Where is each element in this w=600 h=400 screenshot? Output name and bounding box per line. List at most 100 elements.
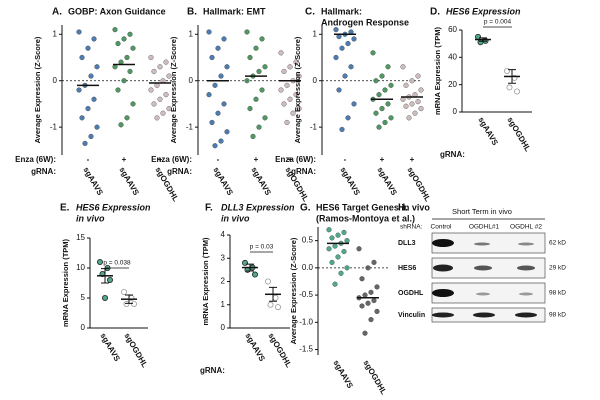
data-point [382, 87, 388, 93]
data-point [376, 92, 382, 98]
panel-letter: B. [187, 7, 197, 18]
data-point [339, 126, 345, 133]
data-point [335, 232, 341, 238]
y-tick-label: 1 [221, 300, 226, 309]
data-point [262, 64, 268, 70]
row-label: Enza (6W): [151, 155, 192, 164]
data-point [102, 294, 109, 301]
data-point [284, 119, 290, 126]
error-bar [479, 37, 487, 42]
data-point [206, 29, 212, 35]
data-point [415, 73, 421, 79]
data-point [371, 259, 377, 265]
data-point [224, 64, 230, 70]
data-point [218, 73, 224, 79]
enza-mark: + [122, 155, 127, 164]
data-point [403, 82, 409, 88]
y-axis-label: mRNA Expression (TPM) [433, 26, 442, 115]
panel-letter: A. [52, 7, 62, 18]
y-tick-label: 40 [448, 52, 457, 61]
data-point [112, 27, 118, 33]
band [432, 289, 454, 297]
row-label: gRNA: [31, 167, 56, 176]
data-point [79, 115, 85, 121]
size-label: 29 kD [549, 265, 566, 272]
data-point [409, 101, 415, 107]
data-point [359, 303, 365, 309]
data-point [130, 300, 137, 307]
data-point [97, 258, 104, 265]
data-point [221, 36, 227, 42]
data-point [166, 73, 172, 79]
row-label: DLL3 [398, 240, 416, 247]
error-bar [246, 263, 254, 272]
data-point [215, 110, 221, 116]
y-tick-label: 0 [189, 76, 194, 85]
data-point [267, 301, 274, 308]
panel-title: in vivo [76, 213, 105, 223]
p-value: p = 0.03 [250, 244, 274, 251]
data-point [244, 29, 250, 35]
data-point [406, 115, 412, 121]
data-point [215, 45, 221, 51]
data-point [344, 265, 350, 271]
data-point [253, 45, 259, 51]
data-point [379, 73, 385, 79]
row-label: Vinculin [398, 312, 425, 319]
data-point [293, 59, 299, 65]
data-point [274, 304, 281, 311]
data-point [333, 27, 339, 33]
data-point [151, 101, 157, 107]
p-value: p = 0.004 [484, 19, 512, 26]
data-point [333, 54, 339, 61]
data-point [341, 229, 347, 235]
data-point [166, 106, 172, 112]
data-point [326, 227, 332, 233]
data-point [365, 265, 371, 271]
data-point [130, 101, 136, 107]
y-axis-label: Average Expression (Z-Score) [289, 237, 298, 344]
panel-title: in vivo [221, 213, 250, 223]
data-point [388, 115, 394, 121]
data-point [262, 115, 268, 121]
data-point [121, 288, 128, 295]
data-point [415, 99, 421, 105]
lane: OGDHL #2 [510, 224, 542, 231]
y-tick-label: 1 [53, 29, 58, 38]
enza-mark: + [410, 155, 415, 164]
data-point [91, 36, 97, 42]
row-label: gRNA: [167, 167, 192, 176]
lane: OGDHL#1 [469, 224, 500, 231]
y-tick-label: -0.5 [299, 290, 313, 299]
data-point [338, 270, 344, 276]
data-point [293, 92, 299, 98]
y-axis-label: mRNA Expression (TPM) [61, 238, 70, 327]
data-point [418, 106, 424, 112]
blot-title: Short Term in vivo [452, 207, 512, 216]
data-point [151, 68, 157, 74]
data-point [296, 106, 302, 112]
error-bar [508, 69, 516, 84]
blot-rows [431, 232, 546, 323]
data-point [344, 238, 350, 244]
data-point [365, 300, 371, 306]
band [476, 292, 490, 296]
data-point [379, 106, 385, 112]
data-point [278, 87, 284, 93]
y-tick-label: 2 [221, 277, 226, 286]
data-point [256, 124, 262, 130]
data-point [148, 54, 154, 61]
size-label: 62 kD [549, 240, 566, 247]
size-label: 98 kD [549, 290, 566, 297]
data-point [362, 330, 368, 336]
data-point [342, 73, 348, 79]
enza-mark: + [254, 155, 259, 164]
data-point [244, 78, 250, 84]
panel-title: Hallmark: [321, 6, 362, 16]
data-point [385, 64, 391, 70]
y-axis-label: Average Expression (Z-Score) [33, 36, 42, 143]
band [474, 265, 492, 271]
band [515, 312, 537, 318]
data-point [348, 64, 354, 70]
